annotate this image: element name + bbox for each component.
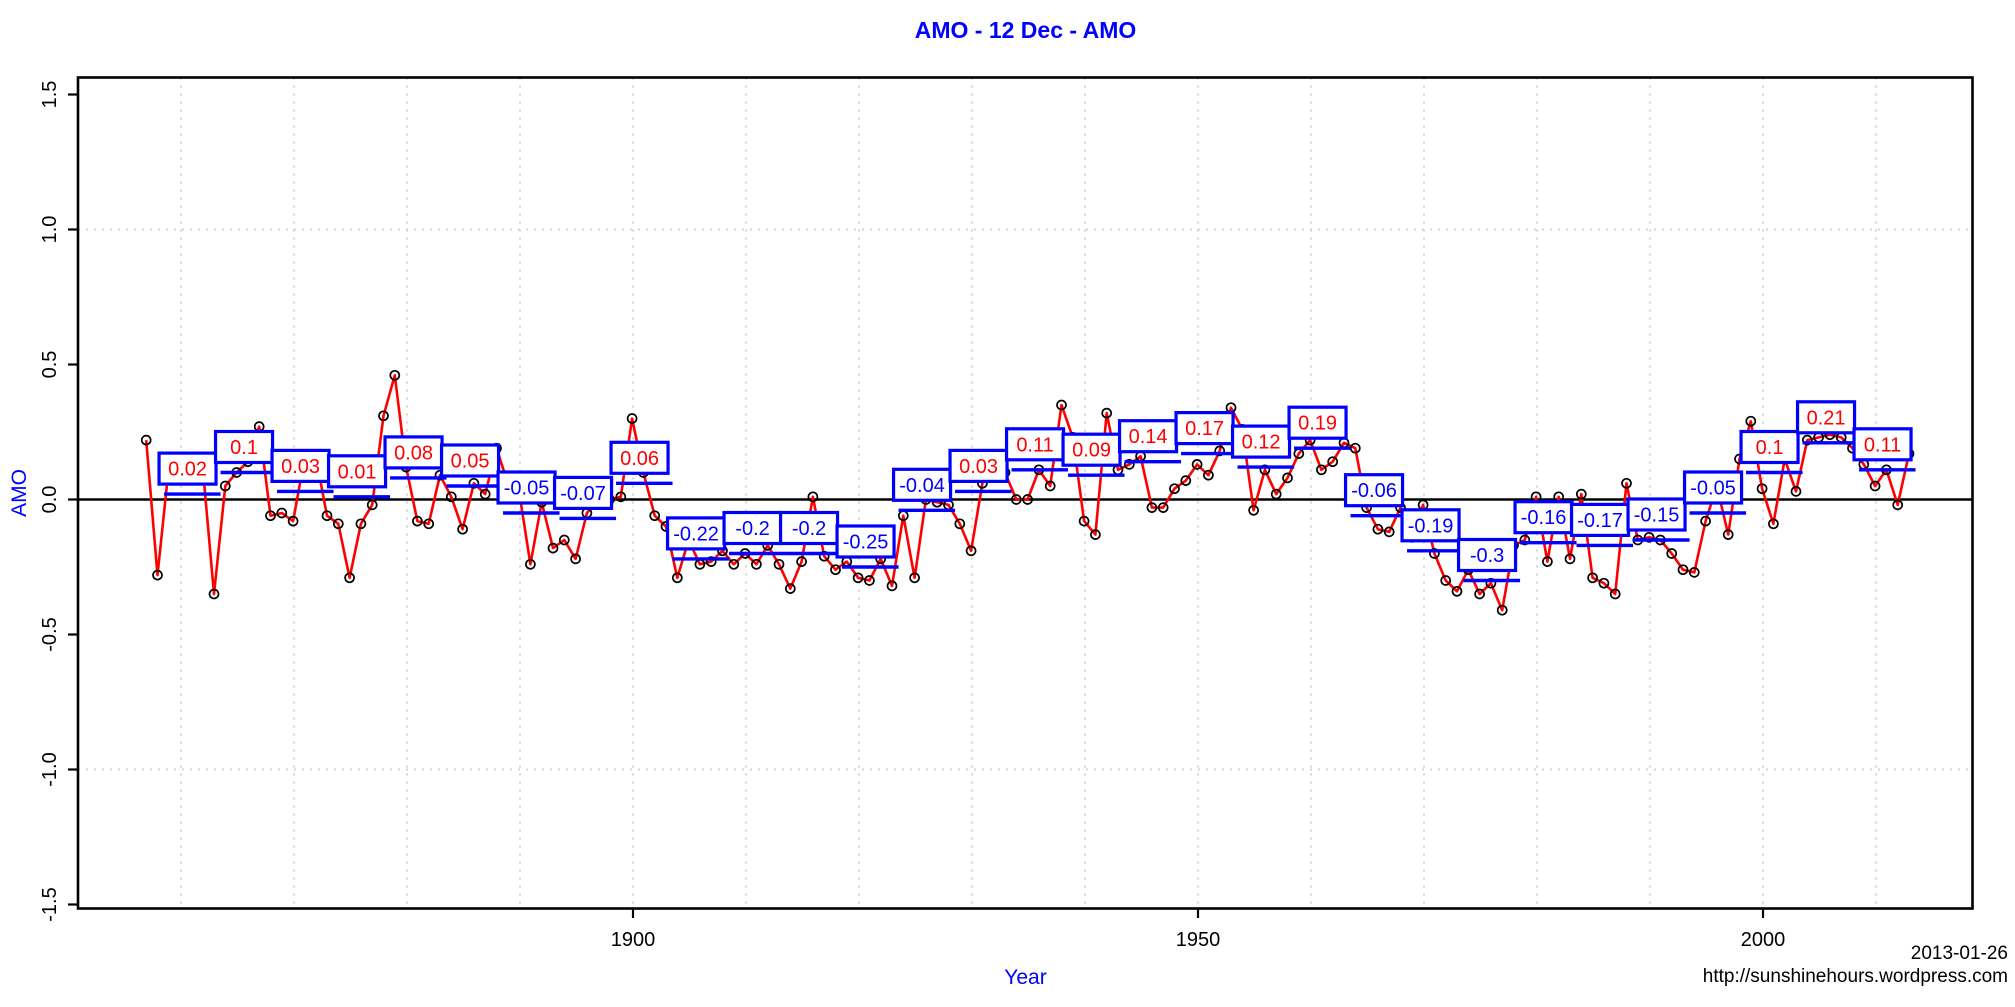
mean-box xyxy=(1343,473,1405,508)
mean-box-label: -0.19 xyxy=(1408,515,1454,537)
mean-box-label: 0.06 xyxy=(620,448,659,470)
mean-box-label: 0.14 xyxy=(1129,426,1168,448)
mean-box xyxy=(835,524,896,559)
mean-box-label: 0.03 xyxy=(281,456,320,478)
mean-box-label: -0.07 xyxy=(560,483,606,505)
x-tick-label: 1900 xyxy=(611,929,656,951)
mean-box-label: 0.21 xyxy=(1807,407,1846,429)
mean-box-label: -0.05 xyxy=(504,478,550,500)
mean-box xyxy=(1569,502,1631,537)
y-tick-label: -1.5 xyxy=(39,887,61,921)
mean-box-label: 0.11 xyxy=(1864,434,1901,456)
mean-box xyxy=(552,475,614,510)
mean-box-label: 0.01 xyxy=(338,461,377,483)
mean-box-label: 0.19 xyxy=(1298,413,1337,435)
mean-box xyxy=(270,448,331,483)
mean-box-label: 0.05 xyxy=(451,451,490,473)
mean-box-label: 0.12 xyxy=(1242,432,1281,454)
y-tick-label: -0.5 xyxy=(39,617,61,651)
mean-box-label: -0.22 xyxy=(673,523,719,545)
y-tick-label: 0.5 xyxy=(39,351,61,379)
mean-box-label: -0.2 xyxy=(792,518,826,540)
plot-border xyxy=(76,76,1974,910)
y-tick-label: 1.5 xyxy=(39,81,61,109)
mean-box xyxy=(948,448,1009,483)
mean-box-label: -0.3 xyxy=(1470,545,1504,567)
mean-box-label: 0.02 xyxy=(168,459,207,481)
y-axis-label: AMO xyxy=(8,469,31,517)
mean-box xyxy=(1682,470,1744,505)
mean-box-label: 0.1 xyxy=(1756,437,1784,459)
mean-box-label: -0.04 xyxy=(899,475,945,497)
x-tick-label: 2000 xyxy=(1741,929,1786,951)
mean-box-label: -0.06 xyxy=(1351,480,1397,502)
mean-box xyxy=(1795,400,1857,435)
axis-tick-labels: -1.5 -1.0 -0.5 0.0 0.5 1.0 1.5 1900 1950 2000 xyxy=(39,81,1785,951)
mean-box-label: -0.05 xyxy=(1690,478,1736,500)
mean-box xyxy=(1739,429,1800,465)
amo-series-line xyxy=(144,373,1911,612)
mean-box xyxy=(1117,419,1179,454)
mean-box-label: -0.25 xyxy=(843,532,889,554)
mean-box xyxy=(1061,432,1122,467)
mean-box xyxy=(383,435,444,470)
mean-box xyxy=(1626,497,1687,532)
y-tick-label: 0.0 xyxy=(39,486,61,514)
mean-box xyxy=(891,467,953,502)
mean-box xyxy=(326,454,388,489)
mean-box-label: 0.03 xyxy=(959,456,998,478)
mean-box xyxy=(1400,508,1461,543)
axis-ticks xyxy=(68,93,1765,918)
y-tick-label: 1.0 xyxy=(39,216,61,244)
mean-box-label: 0.08 xyxy=(394,442,433,464)
mean-box xyxy=(1287,405,1348,440)
x-axis-label: Year xyxy=(1004,966,1047,989)
mean-box xyxy=(213,429,275,465)
mean-box-label: -0.16 xyxy=(1521,507,1567,529)
chart-title: AMO - 12 Dec - AMO xyxy=(914,17,1137,43)
mean-box-label: -0.2 xyxy=(735,518,769,540)
y-tick-label: -1.0 xyxy=(39,752,61,786)
footer-url: http://sunshinehours.wordpress.com xyxy=(1702,966,2008,987)
mean-box xyxy=(1852,427,1913,462)
mean-box-label: 0.1 xyxy=(230,437,258,459)
mean-box xyxy=(1230,424,1292,459)
mean-box xyxy=(157,451,218,486)
mean-box xyxy=(609,440,670,475)
mean-box xyxy=(439,443,501,478)
footer-date: 2013-01-26 xyxy=(1910,943,2008,964)
x-tick-label: 1950 xyxy=(1176,929,1221,951)
mean-box-label: 0.09 xyxy=(1072,440,1111,462)
mean-segments xyxy=(164,441,1916,583)
mean-box-label: 0.17 xyxy=(1185,418,1224,440)
mean-box-label: -0.17 xyxy=(1577,510,1623,532)
mean-box-label: -0.15 xyxy=(1634,505,1680,527)
mean-box xyxy=(1456,537,1518,573)
mean-box-label: 0.11 xyxy=(1016,434,1053,456)
series-line-group xyxy=(144,373,1911,612)
mean-boxes: 0.02 0.1 0.03 0.01 0.08 0.05 -0.05 -0.07 0.06 -0.… xyxy=(157,400,1913,573)
plot-border-group xyxy=(76,76,1974,910)
mean-box xyxy=(496,470,557,505)
